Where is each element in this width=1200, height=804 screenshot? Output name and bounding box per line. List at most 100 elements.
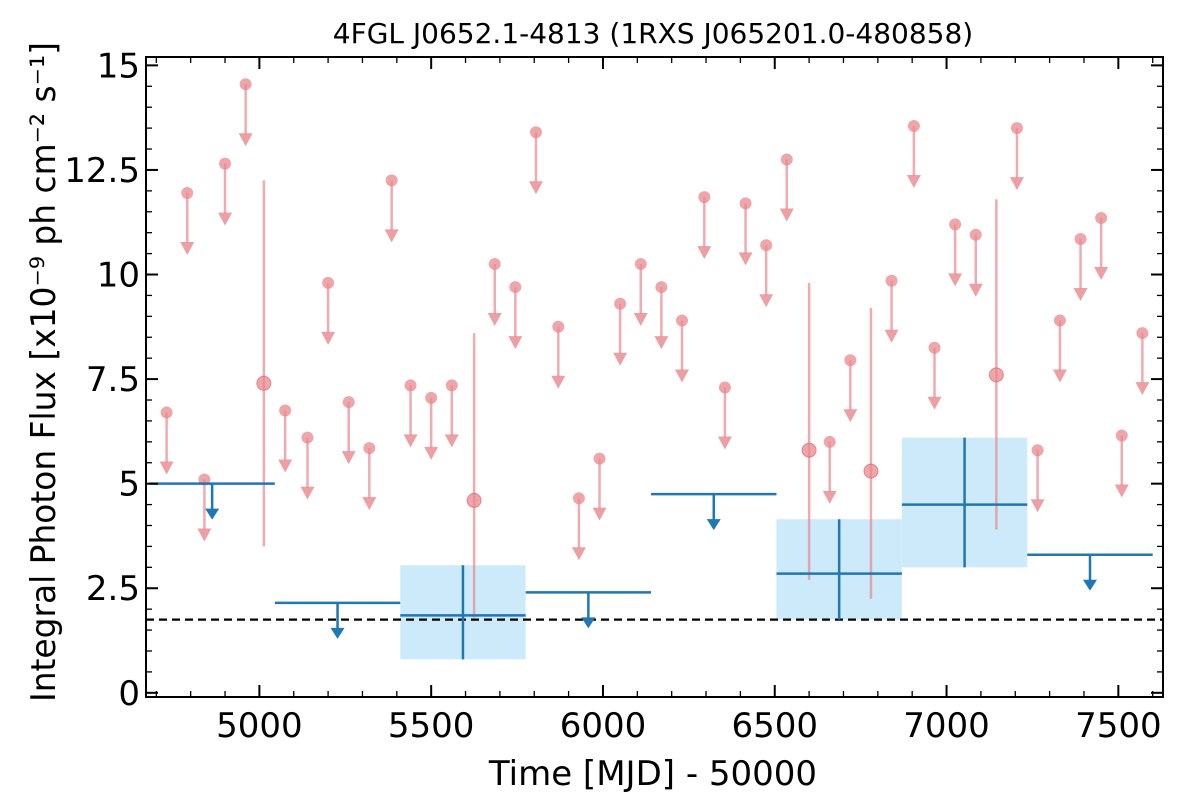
upper-limit-arrowhead	[884, 329, 899, 343]
upper-limit-arrowhead	[948, 273, 963, 287]
detection-point	[863, 463, 879, 479]
upper-limit-point	[363, 442, 376, 455]
upper-limit-point	[445, 379, 458, 392]
upper-limit-point	[219, 157, 232, 170]
upper-limit-point	[529, 126, 542, 139]
upper-limit-arrowhead	[551, 375, 566, 389]
y-tick-label: 10	[97, 256, 140, 296]
upper-limit-point	[488, 258, 501, 271]
upper-limit-arrowhead	[968, 283, 983, 297]
upper-limit-arrowhead	[1009, 177, 1024, 191]
y-axis-label: Integral Photon Flux [x10⁻⁹ ph cm⁻² s⁻¹]	[24, 42, 64, 702]
upper-limit-arrowhead	[1114, 484, 1129, 498]
long-bin-limit-arrowhead	[330, 627, 345, 639]
upper-limit-arrowhead	[508, 336, 523, 350]
upper-limit-arrowhead	[927, 396, 942, 410]
upper-limit-point	[509, 281, 522, 294]
upper-limit-arrowhead	[592, 507, 607, 521]
upper-limit-point	[780, 153, 793, 166]
upper-limit-arrowhead	[1135, 382, 1150, 396]
upper-limit-arrowhead	[341, 451, 356, 465]
x-axis-label: Time [MJD] - 50000	[488, 754, 817, 794]
upper-limit-point	[404, 379, 417, 392]
upper-limit-arrowhead	[424, 446, 439, 460]
upper-limit-point	[572, 492, 585, 505]
plot-frame	[145, 56, 1164, 698]
upper-limit-point	[634, 258, 647, 271]
upper-limit-arrowhead	[1094, 267, 1109, 281]
upper-limit-point	[552, 320, 565, 333]
upper-limit-arrowhead	[843, 409, 858, 423]
y-tick-label: 7.5	[86, 360, 140, 400]
upper-limit-arrowhead	[362, 497, 377, 511]
upper-limit-point	[655, 281, 668, 294]
upper-limit-point	[949, 218, 962, 231]
upper-limit-arrowhead	[822, 490, 837, 504]
upper-limit-arrowhead	[1052, 369, 1067, 383]
long-bin-limit-arrowhead	[1082, 579, 1097, 591]
upper-limit-point	[823, 435, 836, 448]
upper-limit-point	[675, 314, 688, 327]
upper-limit-point	[239, 78, 252, 91]
upper-limit-point	[760, 239, 773, 252]
upper-limit-point	[614, 297, 627, 310]
upper-limit-point	[907, 120, 920, 133]
upper-limit-point	[160, 406, 173, 419]
detection-point	[466, 492, 482, 508]
upper-limit-point	[1053, 314, 1066, 327]
upper-limit-point	[1074, 232, 1087, 245]
y-tick-label: 12.5	[64, 151, 140, 191]
upper-limit-arrowhead	[654, 336, 669, 350]
upper-limit-arrowhead	[300, 486, 315, 500]
upper-limit-point	[1136, 327, 1149, 340]
long-bin-limit-arrowhead	[205, 508, 220, 520]
upper-limit-arrowhead	[633, 313, 648, 327]
upper-limit-point	[1115, 429, 1128, 442]
upper-limit-point	[1010, 122, 1023, 135]
upper-limit-arrowhead	[444, 434, 459, 448]
x-tick-label: 5500	[388, 706, 475, 746]
upper-limit-arrowhead	[779, 208, 794, 222]
y-tick-label: 15	[97, 46, 140, 86]
upper-limit-point	[181, 186, 194, 199]
upper-limit-arrowhead	[159, 461, 174, 475]
chart-title: 4FGL J0652.1-4813 (1RXS J065201.0-480858…	[333, 17, 973, 50]
upper-limit-arrowhead	[321, 331, 336, 345]
detection-point	[256, 375, 272, 391]
upper-limit-arrowhead	[1073, 287, 1088, 301]
upper-limit-point	[1095, 212, 1108, 225]
x-tick-label: 6500	[731, 706, 818, 746]
upper-limit-arrowhead	[613, 352, 628, 366]
upper-limit-arrowhead	[278, 459, 293, 473]
upper-limit-arrowhead	[1030, 499, 1045, 513]
long-bin-limit-arrowhead	[581, 617, 596, 629]
upper-limit-arrowhead	[180, 241, 195, 255]
upper-limit-point	[322, 276, 335, 289]
upper-limit-arrowhead	[717, 436, 732, 450]
upper-limit-point	[718, 381, 731, 394]
upper-limit-point	[342, 396, 355, 409]
y-tick-label: 5	[118, 465, 140, 505]
upper-limit-point	[739, 197, 752, 210]
upper-limit-point	[279, 404, 292, 417]
upper-limit-arrowhead	[674, 369, 689, 383]
upper-limit-point	[885, 274, 898, 287]
upper-limit-point	[698, 191, 711, 204]
upper-limit-point	[425, 391, 438, 404]
upper-limit-arrowhead	[384, 229, 399, 243]
detection-point	[988, 367, 1004, 383]
upper-limit-arrowhead	[738, 252, 753, 266]
upper-limit-point	[593, 452, 606, 465]
upper-limit-point	[1031, 444, 1044, 457]
upper-limit-point	[301, 431, 314, 444]
upper-limit-point	[969, 228, 982, 241]
y-tick-label: 0	[118, 674, 140, 714]
plot-area: 5000 5500 6000 6500 7000 7500 0 2.5 5 7.5 10 12.5 15	[64, 46, 1164, 746]
upper-limit-arrowhead	[218, 212, 233, 226]
upper-limit-arrowhead	[697, 246, 712, 260]
x-tick-label: 7000	[903, 706, 990, 746]
x-tick-label: 6000	[560, 706, 647, 746]
long-bin-limit-arrowhead	[706, 519, 721, 531]
